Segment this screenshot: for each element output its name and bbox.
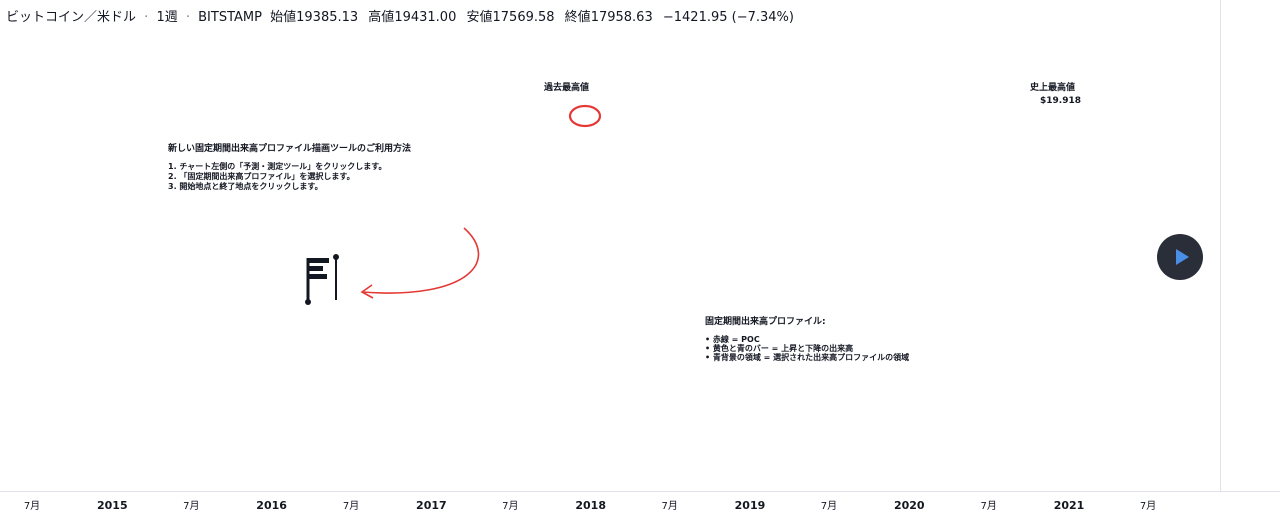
howto-step: 2. 「固定期間出来高プロファイル」を選択します。 [168,172,355,181]
time-tick-label: 2016 [256,499,287,512]
time-tick-label: 7月 [821,500,837,512]
howto-step: 1. チャート左側の「予測・測定ツール」をクリックします。 [168,162,387,171]
vp-tool-bar [309,266,323,271]
time-tick-label: 2021 [1054,499,1085,512]
separator-dot: · [144,10,149,25]
past-ath-label: 過去最高値 [544,83,590,93]
vp-legend-note: 固定期間出来高プロファイル: • 赤線 = POC • 黄色と青のバー = 上昇… [705,317,910,363]
interval-label[interactable]: 1週 [156,10,178,25]
time-tick-label: 7月 [502,500,518,512]
time-tick-label: 7月 [343,500,359,512]
time-tick-label: 7月 [183,500,199,512]
separator-dot: · [185,10,190,25]
vp-tool-icon[interactable] [305,254,339,305]
vp-tool-bar [309,258,329,263]
howto-note: 新しい固定期間出来高プロファイル描画ツールのご利用方法 1. チャート左側の「予… [168,144,411,192]
time-tick-label: 2018 [575,499,606,512]
low-value: 17569.58 [492,10,555,25]
vp-tool-handle [333,254,339,260]
symbol-name[interactable]: ビットコイン／米ドル [6,10,137,25]
time-tick-label: 7月 [1140,500,1156,512]
high-label: 高値 [368,10,395,25]
hand-arrow [361,227,480,294]
open-label: 始値 [270,10,297,25]
hand-arrow-head [360,284,374,299]
close-label: 終値 [564,10,591,25]
close-value: 17958.63 [590,10,653,25]
symbol-header: ビットコイン／米ドル · 1週 · BITSTAMP 始値19385.13 高値… [6,6,798,25]
new-ath-price: $19.918 [1040,96,1081,106]
low-label: 安値 [466,10,493,25]
exchange-label: BITSTAMP [198,10,262,25]
time-tick-label: 7月 [24,500,40,512]
open-value: 19385.13 [296,10,359,25]
time-tick-label: 7月 [661,500,677,512]
legend-item: • 黄色と青のバー = 上昇と下降の出来高 [705,344,854,353]
time-tick-label: 2017 [416,499,447,512]
legend-item: • 青背景の領域 = 選択された出来高プロファイルの領域 [705,353,910,362]
time-axis: 7月 2015 7月 2016 7月 2017 7月 2018 7月 2019 7月 2020 7月 20… [24,499,1156,512]
time-tick-label: 2020 [894,499,925,512]
howto-title: 新しい固定期間出来高プロファイル描画ツールのご利用方法 [168,144,412,154]
change-value: −1421.95 (−7.34%) [662,10,794,25]
highlight-circle [568,104,602,128]
vp-tool-handle [305,299,311,305]
vp-tool-bar [309,274,327,279]
time-tick-label: 2019 [735,499,766,512]
howto-step: 3. 開始地点と終了地点をクリックします。 [168,182,323,191]
price-grid [0,0,1280,492]
time-tick-label: 2015 [97,499,128,512]
high-value: 19431.00 [394,10,457,25]
new-ath-label: 史上最高値 [1030,83,1076,93]
play-button[interactable] [1157,234,1203,280]
time-tick-label: 7月 [981,500,997,512]
drawings [305,104,602,305]
legend-item: • 赤線 = POC [705,335,760,344]
legend-title: 固定期間出来高プロファイル: [705,317,826,327]
